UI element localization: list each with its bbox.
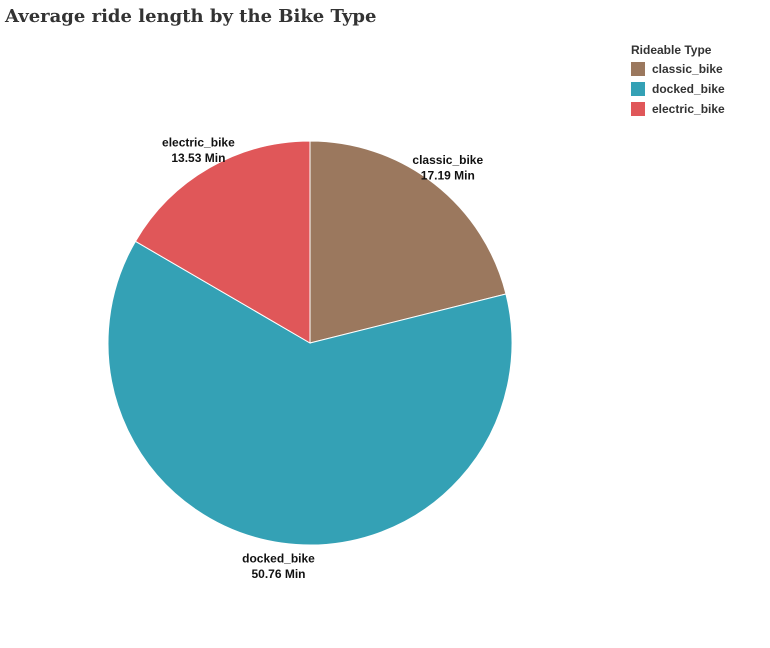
legend-label-docked-bike: docked_bike [652,82,725,96]
pie-slice-classic-bike[interactable] [309,140,507,344]
slice-label-value: 50.76 Min [251,567,305,581]
legend-swatch-electric-bike [631,102,645,116]
pie-slices [107,140,513,546]
legend: Rideable Type classic_bike docked_bike e… [631,43,725,119]
legend-swatch-classic-bike [631,62,645,76]
pie-labels: classic_bike 17.19 Min docked_bike 50.76 Mi… [162,135,483,581]
slice-label-name: classic_bike [412,153,483,167]
legend-swatch-docked-bike [631,82,645,96]
legend-label-electric-bike: electric_bike [652,102,725,116]
pie-slice-docked-bike[interactable] [107,240,513,546]
legend-title: Rideable Type [631,43,712,57]
slice-label-value: 17.19 Min [421,169,475,183]
legend-item-classic-bike[interactable]: classic_bike [631,59,725,79]
slice-label-electric-bike: electric_bike 13.53 Min [162,135,235,165]
slice-label-value: 13.53 Min [171,151,225,165]
slice-label-name: electric_bike [162,135,235,149]
slice-label-name: docked_bike [242,551,315,565]
legend-item-docked-bike[interactable]: docked_bike [631,79,725,99]
legend-item-electric-bike[interactable]: electric_bike [631,99,725,119]
slice-label-classic-bike: classic_bike 17.19 Min [412,153,483,183]
legend-label-classic-bike: classic_bike [652,62,723,76]
chart-title: Average ride length by the Bike Type [5,6,377,27]
slice-label-docked-bike: docked_bike 50.76 Min [242,551,315,581]
pie-slice-electric-bike[interactable] [134,140,311,344]
